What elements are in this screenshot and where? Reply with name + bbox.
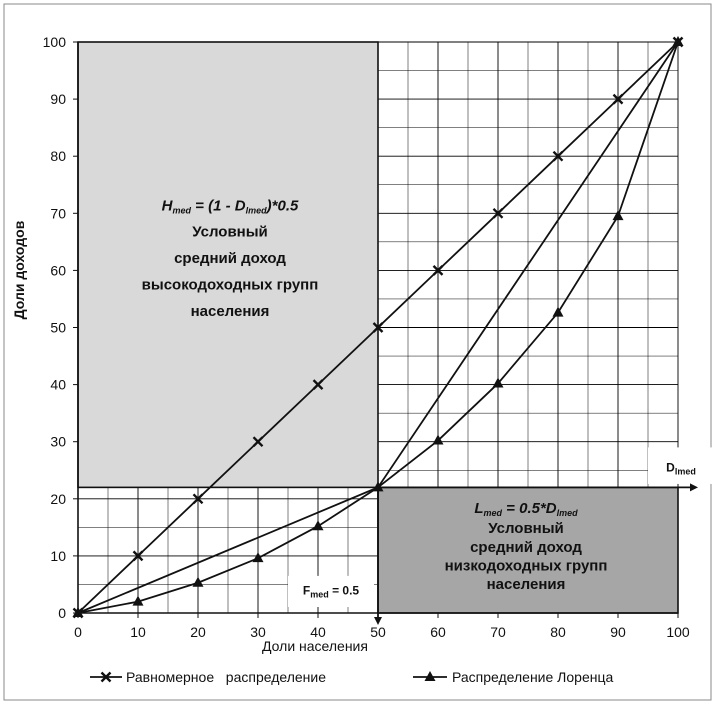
- d-lmed-label-part-1: lmed: [675, 466, 696, 476]
- series-1: [72, 36, 684, 617]
- upper-text-line-2: высокодоходных групп: [142, 276, 319, 293]
- legend-marker-lorenz: [413, 671, 447, 681]
- lower-text-line-1: средний доход: [470, 539, 582, 556]
- y-tick-label-0: 0: [58, 605, 66, 621]
- d-med-arrow-head: [690, 483, 698, 492]
- series-1-point-4: [312, 520, 324, 531]
- x-tick-label-50: 50: [370, 624, 386, 640]
- series: [72, 36, 684, 619]
- annotation-boxes: [77, 41, 714, 614]
- f-label-patch: [288, 575, 374, 607]
- legend-x-marker: [100, 671, 112, 683]
- series-0-point-5: [372, 322, 384, 333]
- x-tick-label-100: 100: [666, 624, 690, 640]
- x-tick-label-70: 70: [490, 624, 506, 640]
- upper-annotation-box: [77, 41, 379, 489]
- series-1-point-6: [432, 434, 444, 445]
- d-lmed-label-part-0: D: [666, 460, 675, 474]
- series-0-point-4: [312, 379, 324, 390]
- series-1-point-0: [72, 607, 84, 617]
- y-tick-label-100: 100: [43, 34, 67, 50]
- legend-label-uniform: Равномерное распределение: [126, 669, 326, 685]
- lower-text-line-3: населения: [487, 576, 566, 593]
- series-0-point-1: [132, 550, 144, 562]
- y-tick-label-50: 50: [50, 320, 66, 336]
- x-tick-label-0: 0: [74, 624, 82, 640]
- y-tick-label-80: 80: [50, 148, 66, 164]
- series-0-point-8: [552, 150, 564, 162]
- upper-formula-part-2: = (1 - D: [191, 197, 246, 214]
- legend: Равномерное распределение Распределение …: [90, 669, 613, 685]
- d-lmed-label: Dlmed: [666, 460, 696, 476]
- series-0-point-9: [612, 93, 624, 105]
- series-1-point-9: [612, 210, 624, 221]
- upper-formula-part-3: lmed: [246, 205, 268, 215]
- axes: 0 10 20 30 40 50 60 70 80 90 100 0 10 20 30 40 50 60 70 80 9…: [43, 34, 690, 640]
- series-0-point-2: [192, 493, 204, 505]
- series-1-point-5: [372, 481, 384, 492]
- x-tick-label-10: 10: [130, 624, 146, 640]
- upper-formula: Hmed = (1 - Dlmed)*0.5: [162, 197, 299, 215]
- x-tick-label-80: 80: [550, 624, 566, 640]
- series-0-point-7: [492, 207, 504, 219]
- series-0-point-6: [432, 265, 444, 276]
- y-tick-label-30: 30: [50, 434, 66, 450]
- series-1-point-10: [672, 36, 684, 46]
- legend-label-lorenz: Распределение Лоренца: [452, 669, 613, 685]
- x-tick-label-90: 90: [610, 624, 626, 640]
- upper-formula-part-0: H: [162, 197, 174, 214]
- f-med-label: Fmed = 0.5: [303, 584, 360, 600]
- y-tick-label-20: 20: [50, 491, 66, 507]
- y-axis-title: Доли доходов: [11, 220, 27, 319]
- x-tick-label-60: 60: [430, 624, 446, 640]
- lower-formula: Lmed = 0.5*Dlmed: [474, 500, 578, 518]
- upper-text-line-0: Условный: [192, 223, 268, 240]
- y-tick-label-70: 70: [50, 205, 66, 221]
- lower-annotation-box: [377, 486, 679, 614]
- lower-formula-part-1: med: [484, 508, 503, 518]
- legend-marker-uniform: [90, 671, 122, 683]
- lower-formula-part-0: L: [474, 500, 483, 517]
- series-1-point-8: [552, 306, 564, 317]
- upper-text-line-3: населения: [191, 303, 270, 320]
- series-1-point-2: [192, 576, 204, 587]
- lower-text-line-2: низкодоходных групп: [445, 557, 608, 574]
- lower-text-line-0: Условный: [488, 520, 564, 537]
- series-1-point-1: [132, 595, 144, 606]
- series-1-point-7: [492, 377, 504, 388]
- upper-formula-part-1: med: [173, 205, 192, 215]
- x-axis-title: Доли населения: [262, 638, 368, 654]
- d-label-patch: [648, 447, 714, 484]
- f-med-label-part-2: = 0.5: [329, 584, 360, 598]
- f-med-arrow-head: [374, 617, 382, 625]
- x-tick-label-30: 30: [250, 624, 266, 640]
- lower-formula-part-3: lmed: [557, 508, 579, 518]
- upper-text-line-1: средний доход: [174, 250, 286, 267]
- x-tick-label-40: 40: [310, 624, 326, 640]
- y-tick-label-90: 90: [50, 91, 66, 107]
- y-tick-label-10: 10: [50, 548, 66, 564]
- y-tick-label-60: 60: [50, 262, 66, 278]
- f-med-label-part-1: med: [310, 590, 329, 600]
- legend-triangle-marker: [424, 671, 436, 681]
- series-1-point-3: [252, 552, 264, 563]
- upper-formula-part-4: )*0.5: [265, 197, 299, 214]
- f-med-label-part-0: F: [303, 584, 310, 598]
- x-tick-label-20: 20: [190, 624, 206, 640]
- series-0-point-3: [252, 436, 264, 448]
- series-0: [72, 36, 684, 619]
- y-tick-label-40: 40: [50, 377, 66, 393]
- lower-formula-part-2: = 0.5*D: [502, 500, 557, 517]
